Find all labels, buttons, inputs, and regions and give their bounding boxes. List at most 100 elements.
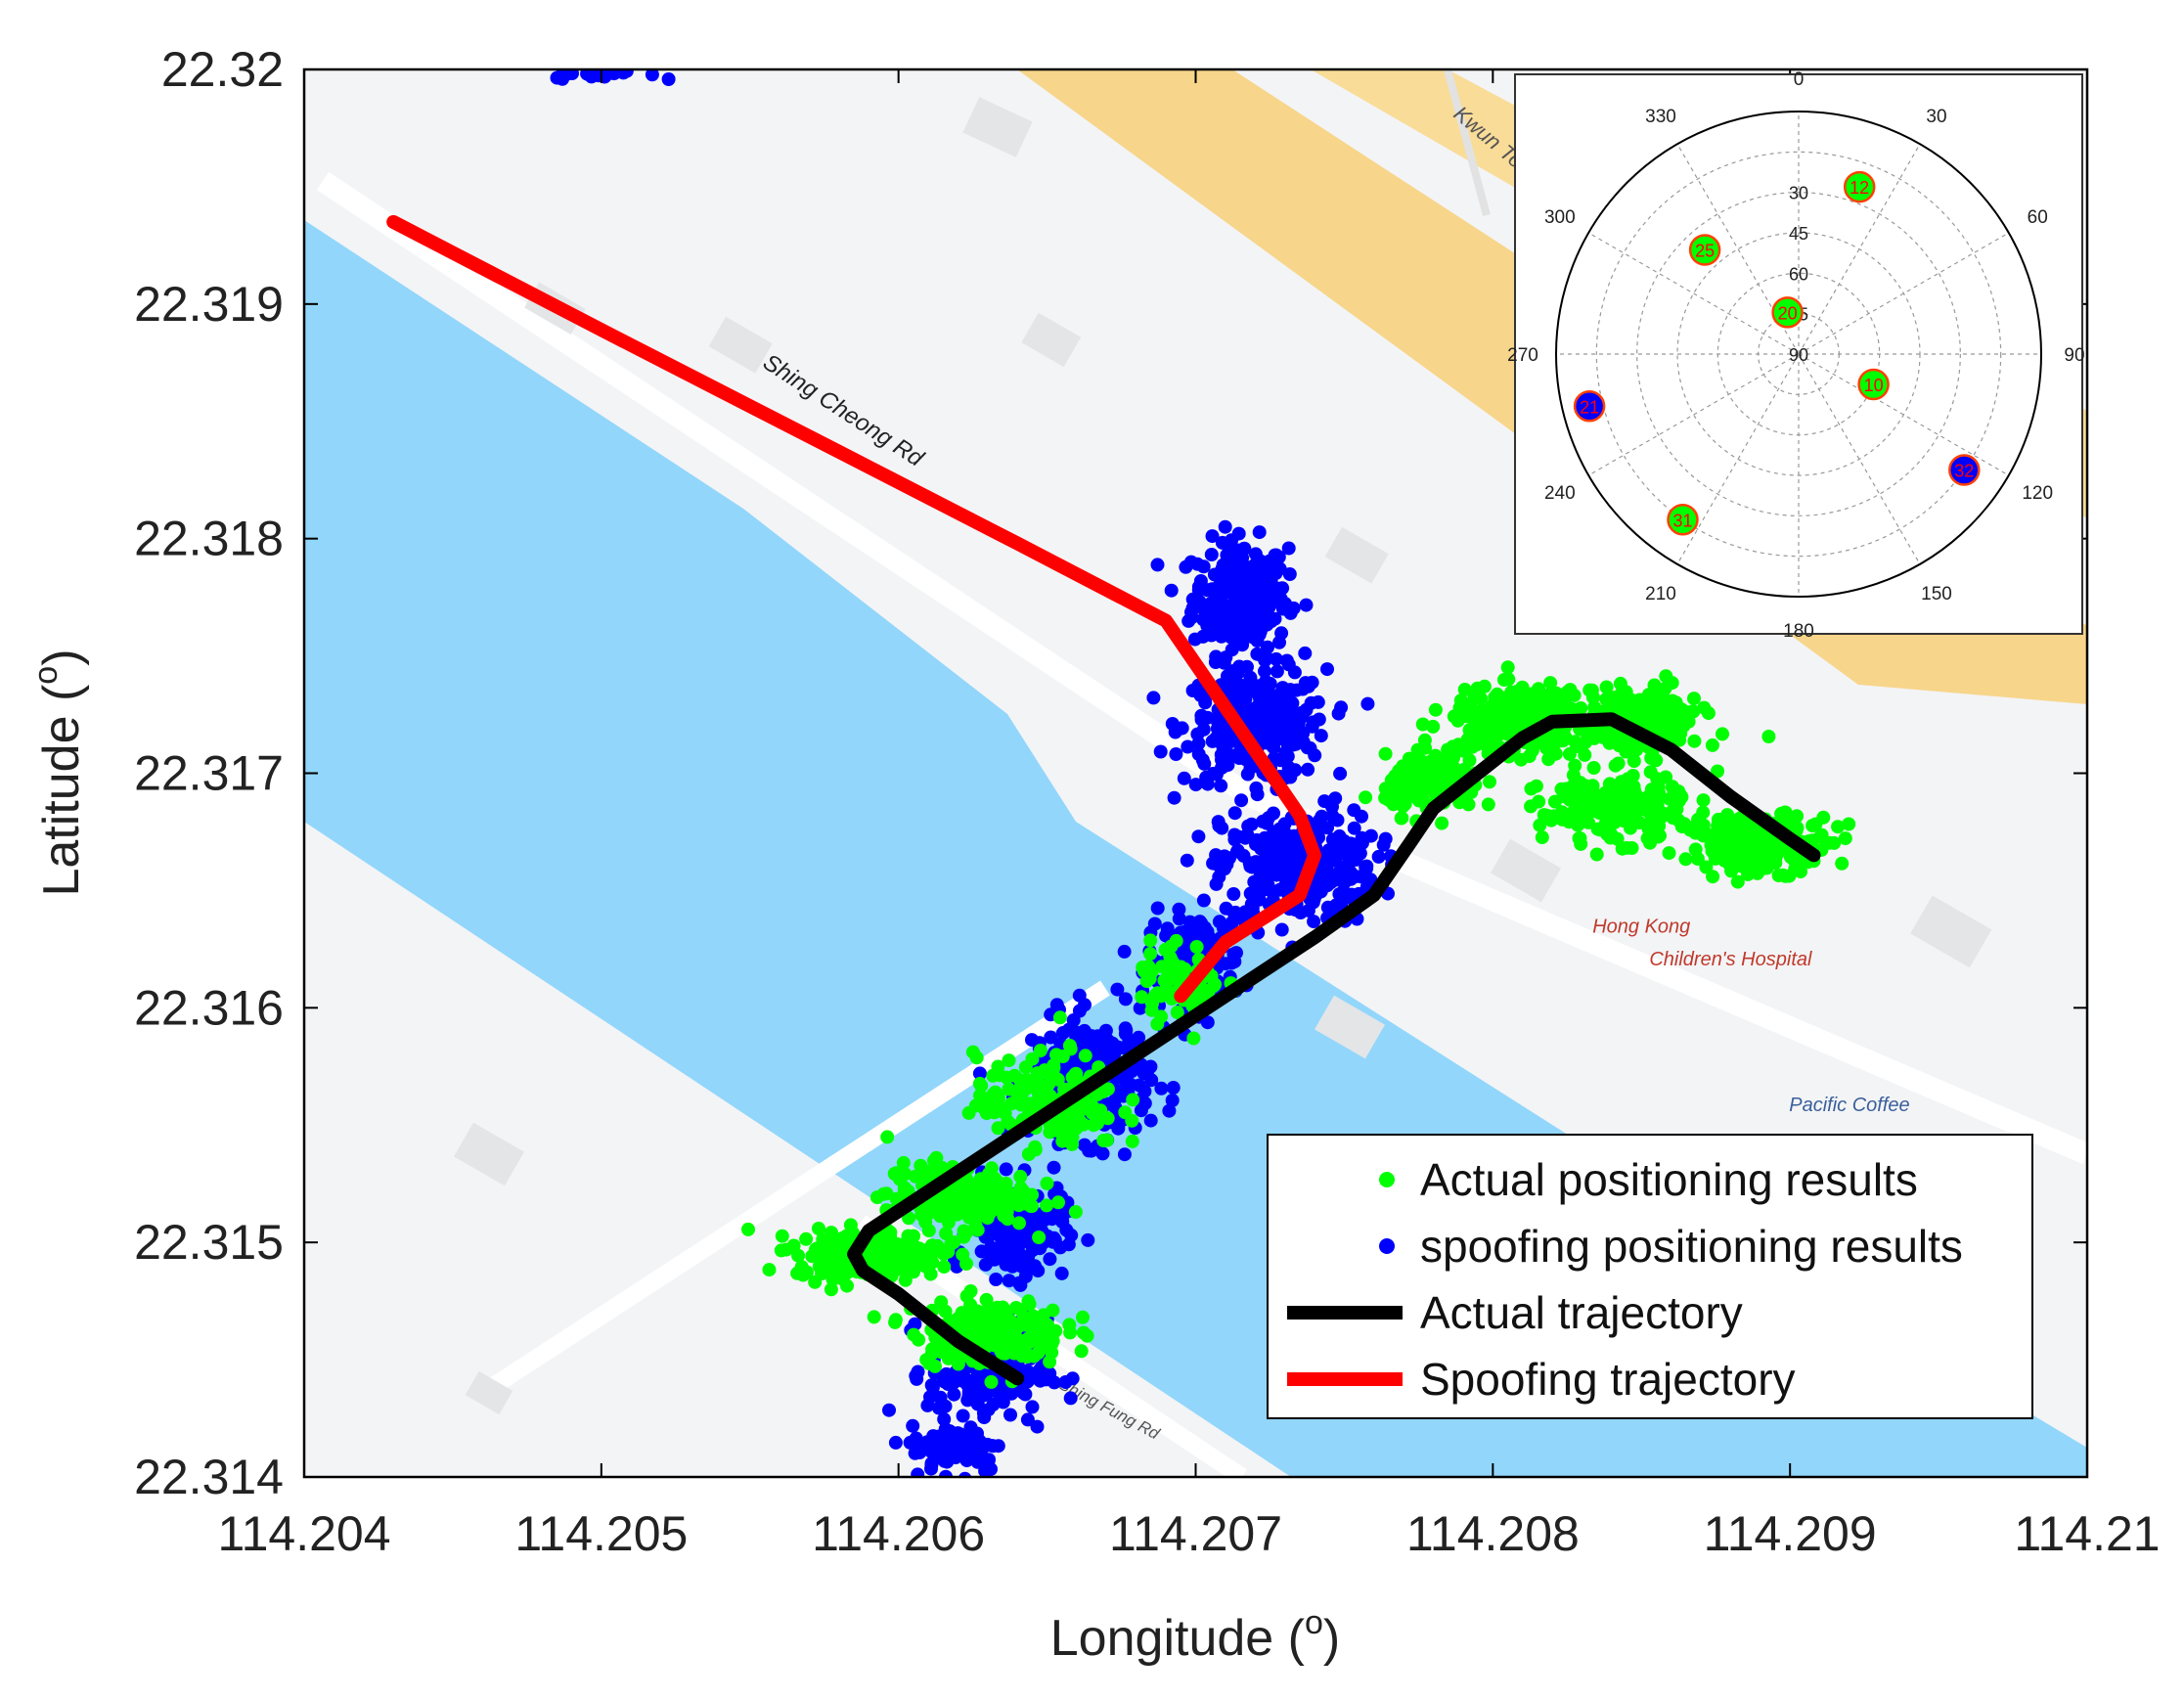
actual-point [1582, 798, 1597, 813]
actual-point [956, 1247, 970, 1262]
actual-point [1019, 1346, 1034, 1361]
actual-point [927, 1204, 942, 1219]
spoofing-point [1260, 816, 1274, 830]
spoofing-point [1331, 866, 1346, 880]
spoofing-point [1243, 601, 1258, 615]
spoofing-point [1020, 1412, 1035, 1427]
actual-point [1037, 1327, 1051, 1342]
skyplot-azimuth-label: 90 [2064, 345, 2084, 366]
actual-point [1574, 836, 1588, 851]
y-tick-label: 22.32 [161, 42, 284, 97]
actual-point [1666, 780, 1679, 794]
actual-point [1378, 790, 1393, 805]
road [1444, 69, 1491, 217]
spoofing-point [1363, 828, 1378, 843]
x-tick-label: 114.205 [514, 1506, 688, 1561]
spoofing-point [1268, 548, 1282, 562]
spoofing-point [1378, 831, 1393, 846]
road [316, 171, 1259, 807]
spoofing-point [1347, 803, 1361, 818]
legend-marker [1379, 1238, 1395, 1254]
skyplot-azimuth-label: 270 [1507, 345, 1538, 366]
spoofing-point [1095, 1146, 1110, 1161]
actual-point [1045, 1345, 1059, 1360]
actual-point [1417, 733, 1432, 747]
spoofing-point [1320, 662, 1334, 677]
skyplot-azimuth-label: 330 [1645, 107, 1676, 127]
spoofing-point [1188, 778, 1203, 792]
actual-point [1063, 1042, 1078, 1056]
spoofing-point [1107, 1094, 1122, 1108]
actual-point [925, 1342, 940, 1357]
actual-point [1415, 717, 1430, 732]
actual-point [1687, 734, 1702, 748]
actual-point [1568, 781, 1582, 795]
spoofing-point [1278, 732, 1293, 746]
y-tick-label: 22.318 [134, 512, 284, 566]
spoofing-point [946, 1432, 960, 1447]
actual-point [1705, 738, 1719, 752]
y-axis-label: Latitude (o) [27, 649, 90, 896]
actual-point [1462, 753, 1477, 768]
actual-point [1567, 688, 1582, 702]
actual-point [1507, 699, 1522, 714]
spoofing-point [1084, 1143, 1098, 1158]
spoofing-point [947, 1387, 961, 1402]
spoofing-point [1250, 787, 1265, 802]
spoofing-point [1081, 1232, 1095, 1247]
actual-point [888, 1315, 903, 1329]
actual-point [1688, 842, 1703, 857]
spoofing-point [1334, 892, 1349, 907]
actual-point [1428, 702, 1443, 717]
spoofing-point [1005, 1259, 1020, 1274]
actual-point [951, 1357, 965, 1371]
actual-point [1378, 746, 1393, 761]
actual-point [907, 1229, 920, 1243]
spoofing-point [1061, 1237, 1076, 1252]
skyplot-elevation-label: 45 [1789, 224, 1808, 244]
actual-point [762, 1263, 777, 1277]
actual-point [984, 1374, 999, 1389]
actual-point [957, 1224, 971, 1238]
actual-point [1585, 784, 1600, 799]
y-tick-label: 22.317 [134, 746, 284, 801]
spoofing-point [1117, 1147, 1132, 1162]
actual-point [1589, 847, 1604, 862]
actual-point [1674, 820, 1689, 834]
actual-point [1590, 822, 1605, 836]
satellite-prn-label: 32 [1954, 462, 1974, 481]
actual-point [1696, 793, 1711, 808]
actual-point [869, 1190, 884, 1205]
legend: Actual positioning results spoofing posit… [1267, 1134, 2033, 1419]
actual-point [1078, 1049, 1092, 1063]
actual-point [997, 1209, 1011, 1223]
spoofing-point [1301, 762, 1315, 777]
actual-point [961, 1105, 976, 1120]
spoofing-point [1300, 740, 1315, 755]
spoofing-point [1206, 766, 1221, 781]
spoofing-point [999, 1162, 1013, 1177]
actual-point [1670, 716, 1684, 731]
actual-point [1678, 852, 1693, 867]
spoofing-point [1295, 709, 1310, 724]
actual-point [1018, 1060, 1033, 1075]
actual-point [799, 1231, 814, 1246]
skyplot-azimuth-label: 120 [2022, 483, 2053, 504]
spoofing-point [925, 1380, 940, 1395]
x-tick-label: 114.21 [2014, 1506, 2160, 1561]
actual-point [1624, 821, 1637, 835]
actual-point [1082, 1097, 1096, 1112]
spoofing-point [1330, 813, 1345, 828]
spoofing-point [1215, 752, 1228, 767]
map-label: Hong Kong [1592, 917, 1690, 938]
spoofing-point [1206, 856, 1221, 871]
actual-point [1761, 730, 1776, 743]
spoofing-point [911, 1467, 925, 1477]
actual-point [1169, 933, 1183, 948]
actual-point [808, 1275, 823, 1289]
spoofing-point [1166, 1081, 1181, 1095]
actual-point [1532, 794, 1546, 809]
spoofing-point [1212, 616, 1226, 631]
spoofing-point [1209, 876, 1224, 891]
actual-point [1500, 660, 1515, 675]
